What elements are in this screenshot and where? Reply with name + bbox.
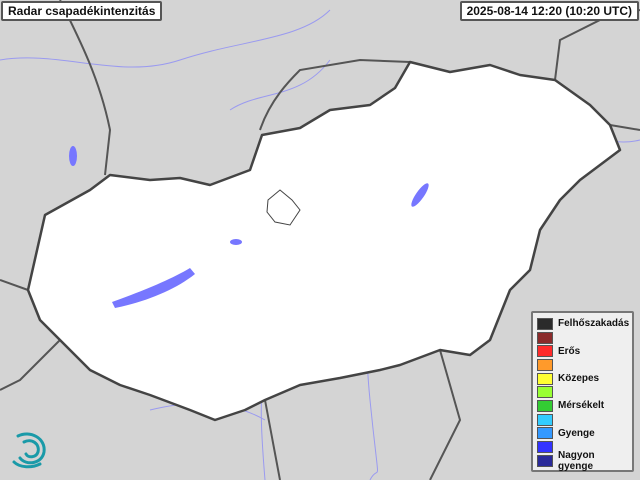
legend-label: Gyenge (558, 427, 595, 439)
legend-item (537, 413, 628, 427)
legend-item (537, 358, 628, 372)
legend-swatch (537, 372, 553, 385)
legend-item: Mérsékelt (537, 399, 628, 413)
legend-swatch (537, 427, 553, 440)
lake-balaton (112, 268, 195, 308)
legend-swatch (537, 317, 553, 330)
legend-item (537, 440, 628, 454)
legend-swatch (537, 399, 553, 412)
legend-swatch (537, 413, 553, 426)
legend-swatch (537, 345, 553, 358)
legend-label: Erős (558, 345, 581, 357)
legend-label: Felhőszakadás (558, 318, 630, 330)
budapest-outline (266, 189, 301, 226)
legend-label: Közepes (558, 373, 600, 385)
legend-swatch (537, 454, 553, 467)
legend-item: Felhőszakadás (537, 317, 630, 331)
lake-tisza (411, 183, 429, 207)
legend-swatch (537, 358, 553, 371)
legend-label: Mérsékelt (558, 400, 605, 412)
lakes (69, 146, 429, 308)
legend-label: Nagyon gyenge (558, 449, 595, 472)
legend-swatch (537, 331, 553, 344)
lake-velence (230, 239, 242, 245)
legend-item: Nagyon gyenge (537, 450, 628, 472)
legend-swatch (537, 386, 553, 399)
legend-item: Közepes (537, 372, 628, 386)
legend-item (537, 331, 628, 345)
map-title: Radar csapadékintenzitás (1, 1, 163, 21)
legend-swatch (537, 441, 553, 454)
legend-item: Erős (537, 344, 628, 358)
legend-item (537, 385, 628, 399)
lake-neusiedl (69, 146, 77, 166)
legend: Felhőszakadás Erős Közepes Mérsékelt Gyenge N… (531, 311, 634, 472)
logo-icon (12, 432, 46, 469)
legend-item: Gyenge (537, 427, 628, 441)
timestamp: 2025-08-14 12:20 (10:20 UTC) (459, 1, 639, 21)
hungary-area (26, 60, 622, 422)
